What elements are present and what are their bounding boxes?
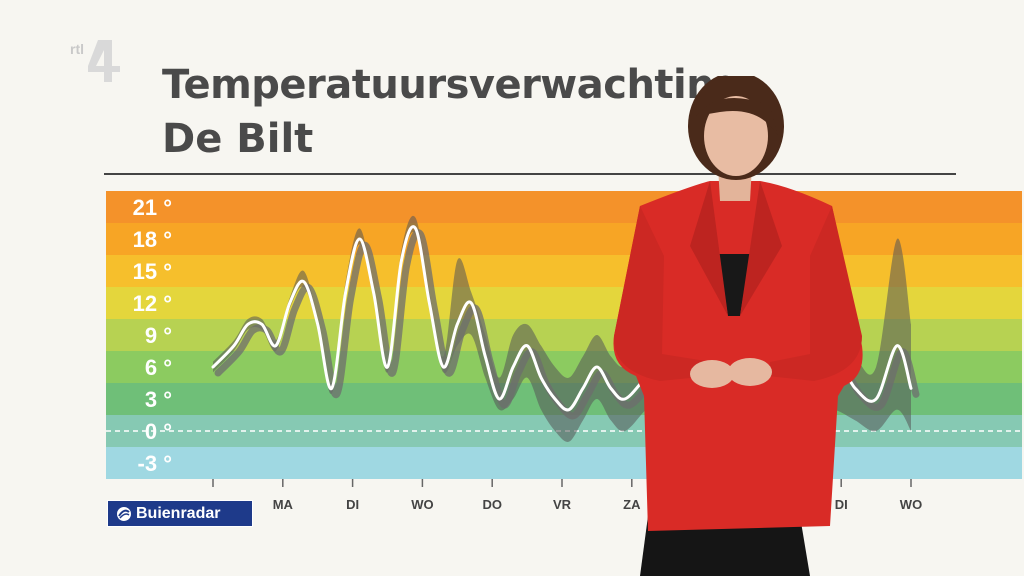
x-tick-label: MA xyxy=(273,497,294,512)
y-tick-label: 0 ° xyxy=(145,419,172,444)
umbrella-icon xyxy=(117,506,131,521)
temperature-band-2 xyxy=(106,255,1022,287)
buienradar-label: Buienradar xyxy=(136,504,221,522)
y-tick-label: 21 ° xyxy=(133,195,172,220)
y-tick-label: 18 ° xyxy=(133,227,172,252)
x-tick-label: DO xyxy=(482,497,502,512)
svg-text:rtl: rtl xyxy=(70,41,84,57)
rtl4-logo-icon: rtl xyxy=(70,40,120,82)
page-subtitle: De Bilt xyxy=(162,116,314,162)
temperature-band-3 xyxy=(106,287,1022,319)
x-tick-label: WO xyxy=(900,497,922,512)
y-tick-label: 9 ° xyxy=(145,323,172,348)
y-tick-label: 12 ° xyxy=(133,291,172,316)
x-tick-label: VR xyxy=(553,497,572,512)
presenter-image xyxy=(613,76,863,576)
x-tick-label: WO xyxy=(411,497,433,512)
x-tick-label: ZA xyxy=(623,497,641,512)
y-tick-label: 6 ° xyxy=(145,355,172,380)
buienradar-badge: Buienradar xyxy=(107,500,253,527)
temperature-band-1 xyxy=(106,223,1022,255)
page-title: Temperatuursverwachting xyxy=(162,62,743,108)
y-tick-label: 3 ° xyxy=(145,387,172,412)
x-tick-label: DI xyxy=(835,497,848,512)
title-divider xyxy=(104,173,956,175)
y-tick-label: -3 ° xyxy=(138,451,172,476)
x-tick-label: DI xyxy=(346,497,359,512)
temperature-band-0 xyxy=(106,191,1022,223)
y-tick-label: 15 ° xyxy=(133,259,172,284)
temperature-band-8 xyxy=(106,447,1022,479)
y-axis-ticks: 21 ° 18 ° 15 ° 12 ° 9 ° 6 ° 3 ° 0 ° -3 ° xyxy=(133,195,172,476)
